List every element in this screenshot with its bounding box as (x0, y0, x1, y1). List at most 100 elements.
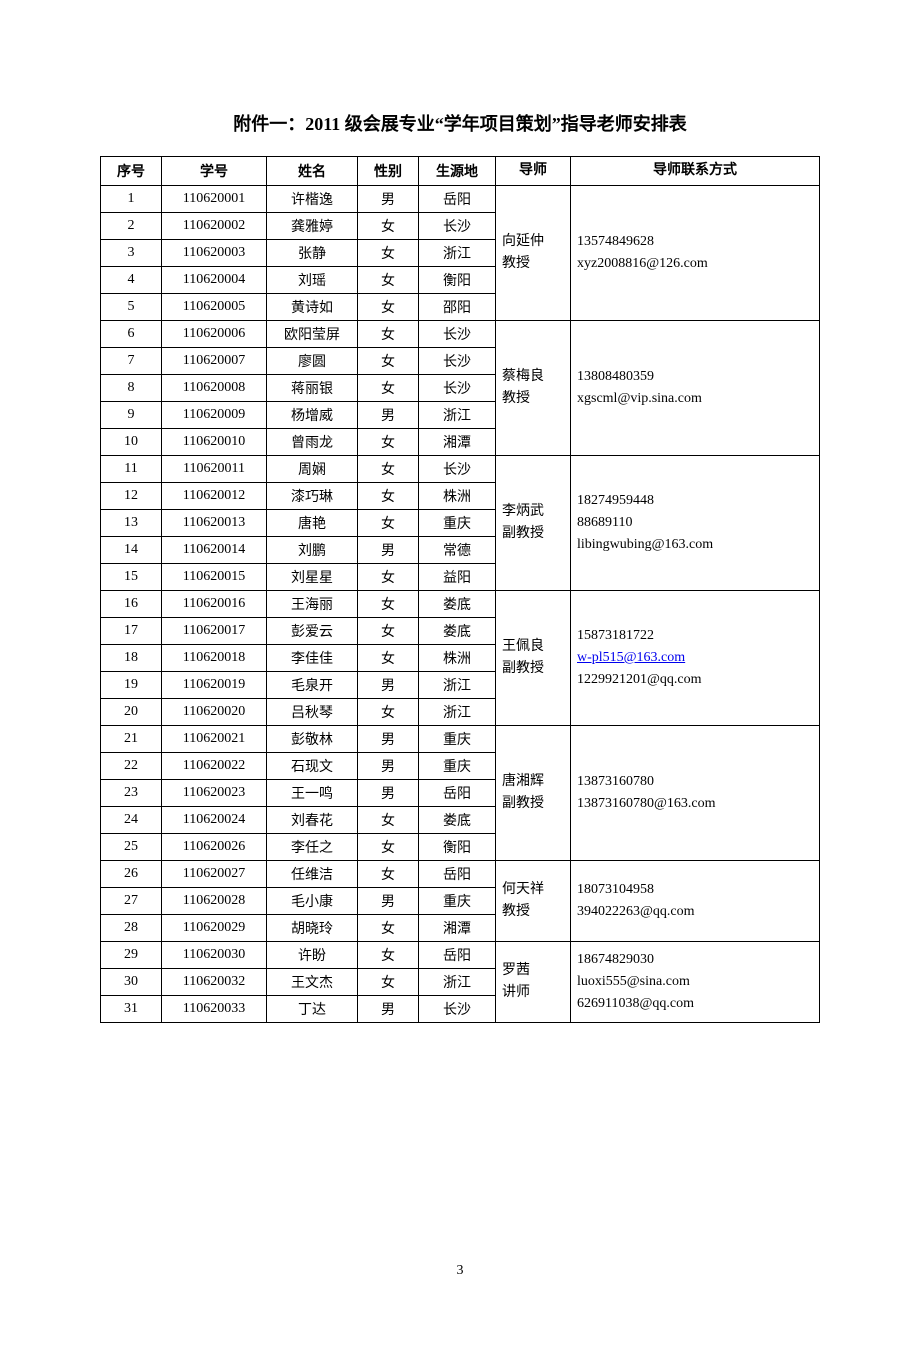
cell-origin: 浙江 (419, 240, 496, 267)
cell-name: 彭爱云 (267, 618, 358, 645)
th-contact: 导师联系方式 (571, 157, 820, 186)
cell-seq: 27 (101, 888, 162, 915)
page-title: 附件一：2011 级会展专业“学年项目策划”指导老师安排表 (100, 110, 820, 136)
cell-origin: 岳阳 (419, 942, 496, 969)
cell-name: 刘瑶 (267, 267, 358, 294)
cell-name: 吕秋琴 (267, 699, 358, 726)
cell-origin: 衡阳 (419, 267, 496, 294)
cell-seq: 16 (101, 591, 162, 618)
cell-id: 110620007 (162, 348, 267, 375)
cell-gender: 女 (358, 348, 419, 375)
cell-seq: 30 (101, 969, 162, 996)
cell-id: 110620016 (162, 591, 267, 618)
cell-seq: 3 (101, 240, 162, 267)
cell-id: 110620009 (162, 402, 267, 429)
cell-name: 王文杰 (267, 969, 358, 996)
cell-gender: 男 (358, 402, 419, 429)
cell-gender: 女 (358, 618, 419, 645)
table-row: 29110620030许盼女岳阳罗茜讲师18674829030luoxi555@… (101, 942, 820, 969)
cell-gender: 女 (358, 591, 419, 618)
cell-id: 110620032 (162, 969, 267, 996)
cell-seq: 19 (101, 672, 162, 699)
cell-name: 黄诗如 (267, 294, 358, 321)
th-gender: 性别 (358, 157, 419, 186)
cell-id: 110620029 (162, 915, 267, 942)
cell-seq: 10 (101, 429, 162, 456)
cell-id: 110620015 (162, 564, 267, 591)
cell-seq: 29 (101, 942, 162, 969)
cell-gender: 女 (358, 699, 419, 726)
cell-id: 110620005 (162, 294, 267, 321)
cell-id: 110620024 (162, 807, 267, 834)
cell-id: 110620014 (162, 537, 267, 564)
cell-gender: 女 (358, 807, 419, 834)
cell-origin: 浙江 (419, 402, 496, 429)
cell-gender: 男 (358, 672, 419, 699)
cell-gender: 女 (358, 915, 419, 942)
cell-seq: 25 (101, 834, 162, 861)
cell-name: 刘星星 (267, 564, 358, 591)
cell-name: 杨增威 (267, 402, 358, 429)
cell-origin: 益阳 (419, 564, 496, 591)
cell-origin: 株洲 (419, 645, 496, 672)
cell-contact: 18073104958394022263@qq.com (571, 861, 820, 942)
cell-seq: 1 (101, 186, 162, 213)
cell-id: 110620004 (162, 267, 267, 294)
cell-origin: 重庆 (419, 726, 496, 753)
cell-name: 任维洁 (267, 861, 358, 888)
cell-advisor: 何天祥教授 (496, 861, 571, 942)
cell-id: 110620017 (162, 618, 267, 645)
cell-gender: 男 (358, 726, 419, 753)
contact-link[interactable]: w-pl515@163.com (577, 650, 685, 665)
cell-name: 王海丽 (267, 591, 358, 618)
cell-name: 李任之 (267, 834, 358, 861)
cell-seq: 28 (101, 915, 162, 942)
cell-seq: 15 (101, 564, 162, 591)
cell-gender: 女 (358, 834, 419, 861)
cell-name: 欧阳莹屏 (267, 321, 358, 348)
table-row: 11110620011周娴女长沙李炳武副教授182749594488868911… (101, 456, 820, 483)
cell-seq: 17 (101, 618, 162, 645)
cell-origin: 岳阳 (419, 186, 496, 213)
cell-id: 110620011 (162, 456, 267, 483)
cell-id: 110620022 (162, 753, 267, 780)
cell-origin: 娄底 (419, 591, 496, 618)
cell-name: 唐艳 (267, 510, 358, 537)
cell-name: 毛小康 (267, 888, 358, 915)
cell-gender: 女 (358, 321, 419, 348)
cell-gender: 女 (358, 645, 419, 672)
cell-id: 110620023 (162, 780, 267, 807)
cell-seq: 4 (101, 267, 162, 294)
cell-origin: 常德 (419, 537, 496, 564)
cell-name: 李佳佳 (267, 645, 358, 672)
cell-gender: 女 (358, 483, 419, 510)
cell-gender: 女 (358, 267, 419, 294)
cell-name: 曾雨龙 (267, 429, 358, 456)
table-header-row: 序号 学号 姓名 性别 生源地 导师 导师联系方式 (101, 157, 820, 186)
cell-seq: 7 (101, 348, 162, 375)
cell-id: 110620021 (162, 726, 267, 753)
cell-contact: 18674829030luoxi555@sina.com626911038@qq… (571, 942, 820, 1023)
cell-name: 毛泉开 (267, 672, 358, 699)
cell-origin: 浙江 (419, 672, 496, 699)
cell-seq: 24 (101, 807, 162, 834)
cell-id: 110620019 (162, 672, 267, 699)
cell-id: 110620012 (162, 483, 267, 510)
cell-name: 刘鹏 (267, 537, 358, 564)
table-row: 21110620021彭敬林男重庆唐湘辉副教授13873160780138731… (101, 726, 820, 753)
table-row: 16110620016王海丽女娄底王佩良副教授15873181722w-pl51… (101, 591, 820, 618)
cell-id: 110620002 (162, 213, 267, 240)
cell-contact: 13574849628xyz2008816@126.com (571, 186, 820, 321)
cell-name: 张静 (267, 240, 358, 267)
cell-gender: 男 (358, 186, 419, 213)
cell-gender: 女 (358, 375, 419, 402)
cell-advisor: 罗茜讲师 (496, 942, 571, 1023)
cell-seq: 13 (101, 510, 162, 537)
th-seq: 序号 (101, 157, 162, 186)
cell-origin: 岳阳 (419, 861, 496, 888)
th-id: 学号 (162, 157, 267, 186)
cell-origin: 娄底 (419, 807, 496, 834)
cell-gender: 女 (358, 510, 419, 537)
cell-gender: 女 (358, 861, 419, 888)
cell-gender: 女 (358, 942, 419, 969)
